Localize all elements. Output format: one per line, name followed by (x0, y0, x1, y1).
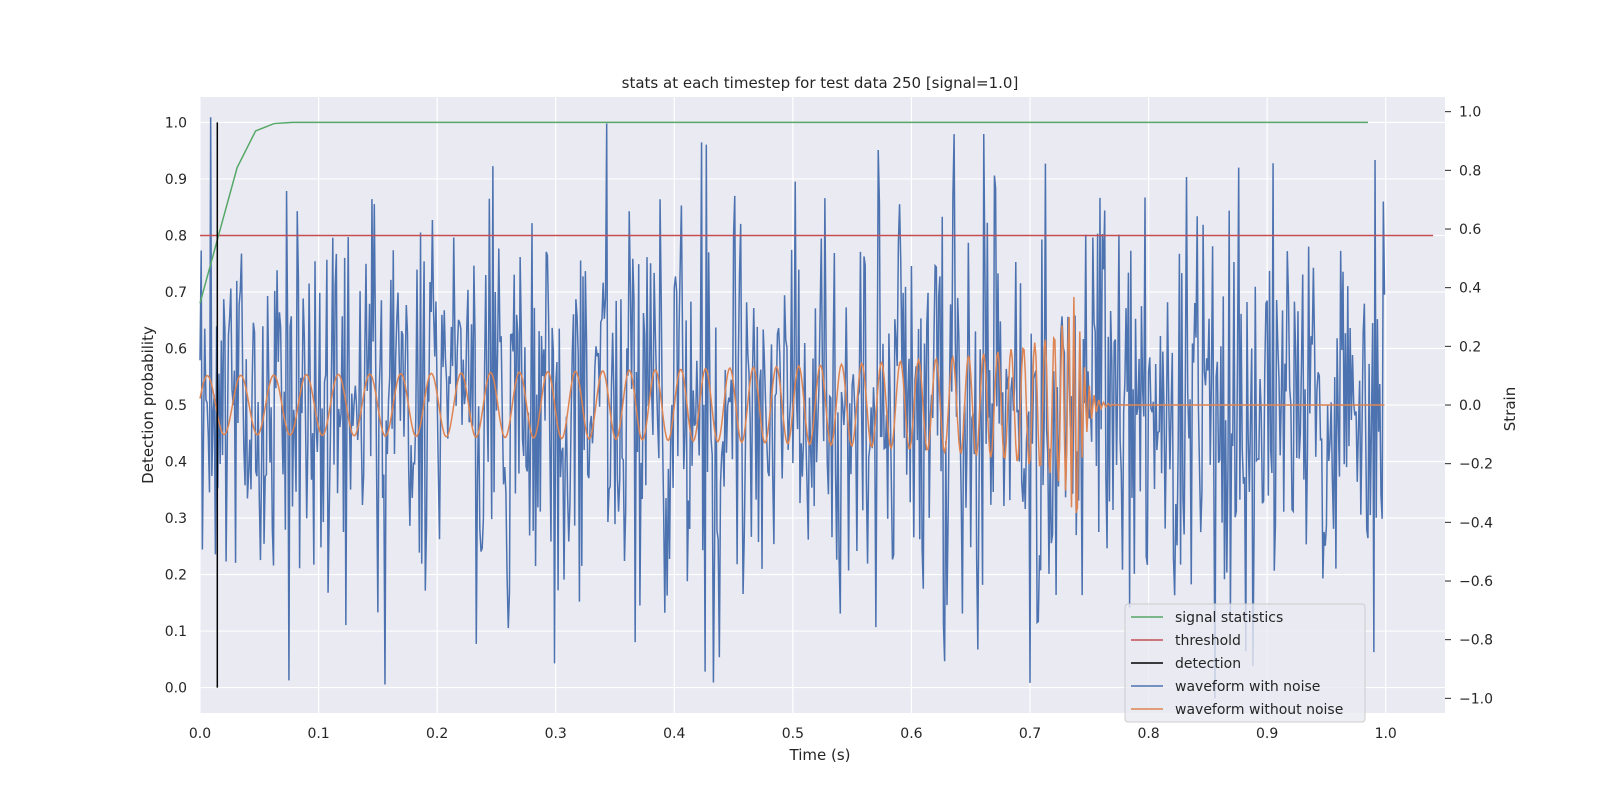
series-layer (199, 117, 1434, 699)
y2-tick-label: 0.0 (1459, 398, 1481, 414)
y-tick-label: 0.1 (165, 624, 187, 640)
series-line-waveform-without-noise (199, 296, 1385, 514)
series-line-signal-statistics (199, 121, 1368, 304)
y2-tick-label: −0.4 (1459, 515, 1493, 531)
x-tick-label: 0.6 (900, 726, 922, 742)
y-tick-label: 0.4 (165, 455, 187, 471)
x-tick-label: 0.1 (307, 726, 329, 742)
legend-entry-waveform-without-noise: waveform without noise (1131, 702, 1343, 718)
y2-axis-label: Strain (1501, 387, 1519, 431)
x-tick-label: 1.0 (1375, 726, 1397, 742)
legend-label-threshold: threshold (1175, 633, 1241, 649)
x-tick-label: 0.9 (1256, 726, 1278, 742)
y2-tick-label: 1.0 (1459, 105, 1481, 121)
y-tick-label: 0.9 (165, 172, 187, 188)
x-tick-labels: 0.0 0.1 0.2 0.3 0.4 0.5 0.6 0.7 0.8 0.9 1.0 (189, 726, 1397, 742)
legend-label-detection: detection (1175, 656, 1241, 672)
x-tick-label: 0.4 (663, 726, 685, 742)
legend: signal statistics threshold detection wa… (1124, 603, 1366, 723)
legend-entry-signal-statistics: signal statistics (1131, 610, 1283, 626)
y2-tick-label: 0.8 (1459, 163, 1481, 179)
y-tick-label: 1.0 (165, 115, 187, 131)
legend-box (1124, 603, 1366, 723)
x-tick-label: 0.3 (545, 726, 567, 742)
y-tick-label: 0.0 (165, 681, 187, 697)
legend-label-signal-statistics: signal statistics (1175, 610, 1283, 626)
series-line-waveform-with-noise (199, 117, 1386, 699)
legend-label-waveform-with-noise: waveform with noise (1175, 679, 1320, 695)
y-tick-labels: 0.0 0.1 0.2 0.3 0.4 0.5 0.6 0.7 0.8 0.9 1.0 (165, 115, 187, 696)
legend-entry-waveform-with-noise: waveform with noise (1131, 679, 1320, 695)
y-tick-label: 0.2 (165, 568, 187, 584)
x-axis-label: Time (s) (789, 746, 851, 764)
legend-entry-detection: detection (1131, 656, 1241, 672)
y2-tick-labels: −1.0 −0.8 −0.6 −0.4 −0.2 0.0 0.2 0.4 0.6 0.8 1.0 (1445, 105, 1493, 707)
y-axis-label: Detection probability (139, 326, 157, 484)
y2-tick-label: −0.2 (1459, 457, 1493, 473)
x-tick-label: 0.7 (1019, 726, 1041, 742)
y-tick-label: 0.5 (165, 398, 187, 414)
x-tick-label: 0.5 (782, 726, 804, 742)
x-tick-label: 0.0 (189, 726, 211, 742)
y-tick-label: 0.6 (165, 341, 187, 357)
x-tick-label: 0.8 (1137, 726, 1159, 742)
y2-tick-label: −0.6 (1459, 574, 1493, 590)
y-tick-label: 0.3 (165, 511, 187, 527)
legend-label-waveform-without-noise: waveform without noise (1175, 702, 1343, 718)
y2-tick-label: 0.2 (1459, 339, 1481, 355)
y2-tick-label: −0.8 (1459, 633, 1493, 649)
y2-tick-label: 0.4 (1459, 281, 1481, 297)
y-tick-label: 0.7 (165, 285, 187, 301)
y-tick-label: 0.8 (165, 228, 187, 244)
y2-tick-label: −1.0 (1459, 691, 1493, 707)
chart-title: stats at each timestep for test data 250… (622, 74, 1019, 92)
x-tick-label: 0.2 (426, 726, 448, 742)
legend-entry-threshold: threshold (1131, 633, 1241, 649)
y2-tick-label: 0.6 (1459, 222, 1481, 238)
